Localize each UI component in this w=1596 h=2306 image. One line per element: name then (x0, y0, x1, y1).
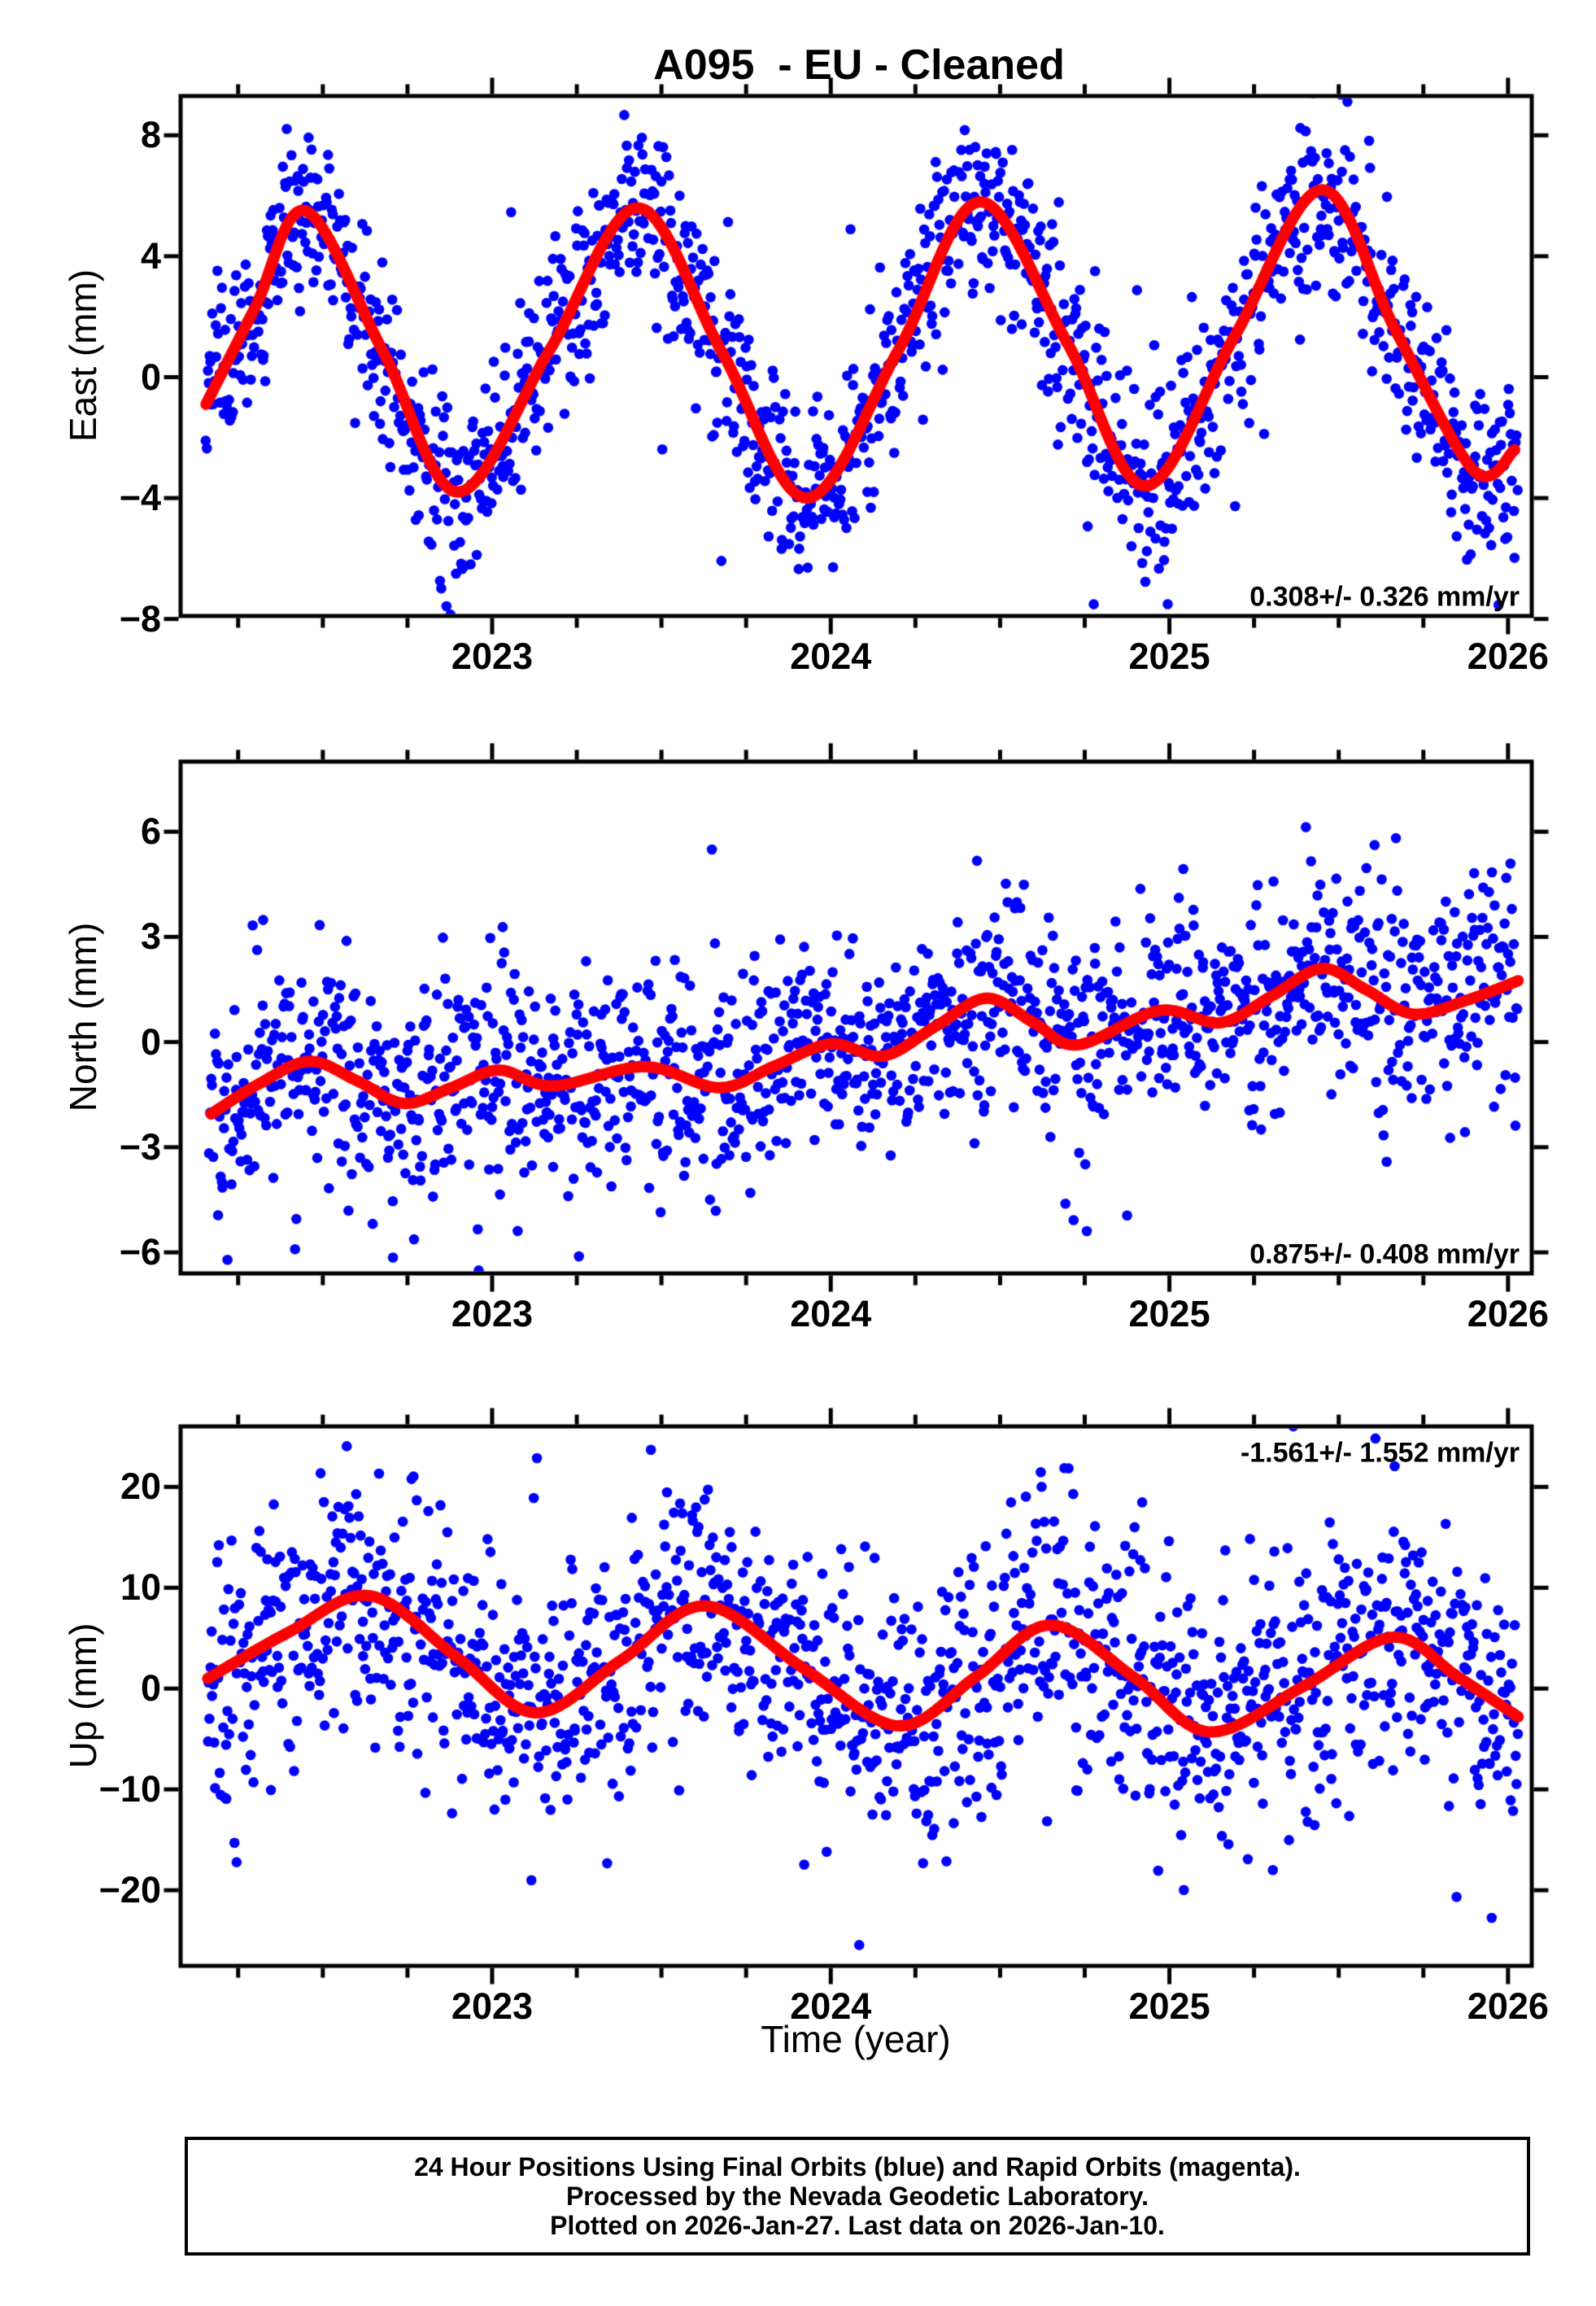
footer-line-plotted: Plotted on 2026-Jan-27. Last data on 202… (550, 2211, 1165, 2240)
up-y-tick-label: 20 (120, 1465, 161, 1508)
north-y-tick-label: 3 (140, 915, 161, 958)
footer-line-orbits: 24 Hour Positions Using Final Orbits (bl… (414, 2152, 1301, 2182)
north-x-tick-label: 2025 (1128, 1293, 1210, 1334)
up-y-tick-label: 10 (120, 1566, 161, 1609)
north-axis-title: North (mm) (62, 922, 104, 1112)
east-rate-annotation: 0.308+/- 0.326 mm/yr (1249, 581, 1520, 613)
east-x-tick-label: 2023 (451, 635, 534, 677)
up-y-tick-label: −10 (98, 1768, 161, 1810)
up-rate-annotation: -1.561+/- 1.552 mm/yr (1240, 1437, 1520, 1469)
up-y-tick-label: 0 (140, 1667, 161, 1710)
x-axis-title: Time (year) (761, 2018, 951, 2060)
east-x-tick-label: 2024 (790, 635, 872, 677)
footer-box: 24 Hour Positions Using Final Orbits (bl… (185, 2137, 1530, 2256)
up-y-tick-label: −20 (98, 1869, 161, 1911)
up-axis-title: Up (mm) (62, 1622, 104, 1769)
north-x-tick-label: 2023 (451, 1293, 534, 1334)
east-y-tick-label: 4 (140, 234, 161, 277)
north-x-tick-label: 2024 (790, 1293, 872, 1334)
north-y-tick-label: −3 (119, 1125, 161, 1168)
north-y-tick-label: 6 (140, 810, 161, 853)
north-x-tick-label: 2026 (1467, 1293, 1549, 1334)
north-rate-annotation: 0.875+/- 0.408 mm/yr (1249, 1238, 1520, 1270)
east-x-tick-label: 2026 (1467, 635, 1549, 677)
page-title: A095 - EU - Cleaned (653, 41, 1065, 89)
east-x-tick-label: 2025 (1128, 635, 1210, 677)
north-y-tick-label: 0 (140, 1020, 161, 1063)
east-axis-title: East (mm) (62, 269, 104, 443)
east-y-tick-label: 8 (140, 114, 161, 156)
east-y-tick-label: −8 (119, 597, 161, 640)
up-x-tick-label: 2024 (790, 1985, 872, 2027)
footer-line-processed: Processed by the Nevada Geodetic Laborat… (565, 2182, 1149, 2211)
east-y-tick-label: 0 (140, 356, 161, 398)
up-x-tick-label: 2026 (1467, 1985, 1549, 2027)
up-x-tick-label: 2025 (1128, 1985, 1210, 2027)
east-y-tick-label: −4 (119, 477, 161, 519)
north-y-tick-label: −6 (119, 1231, 161, 1273)
up-x-tick-label: 2023 (451, 1985, 534, 2027)
